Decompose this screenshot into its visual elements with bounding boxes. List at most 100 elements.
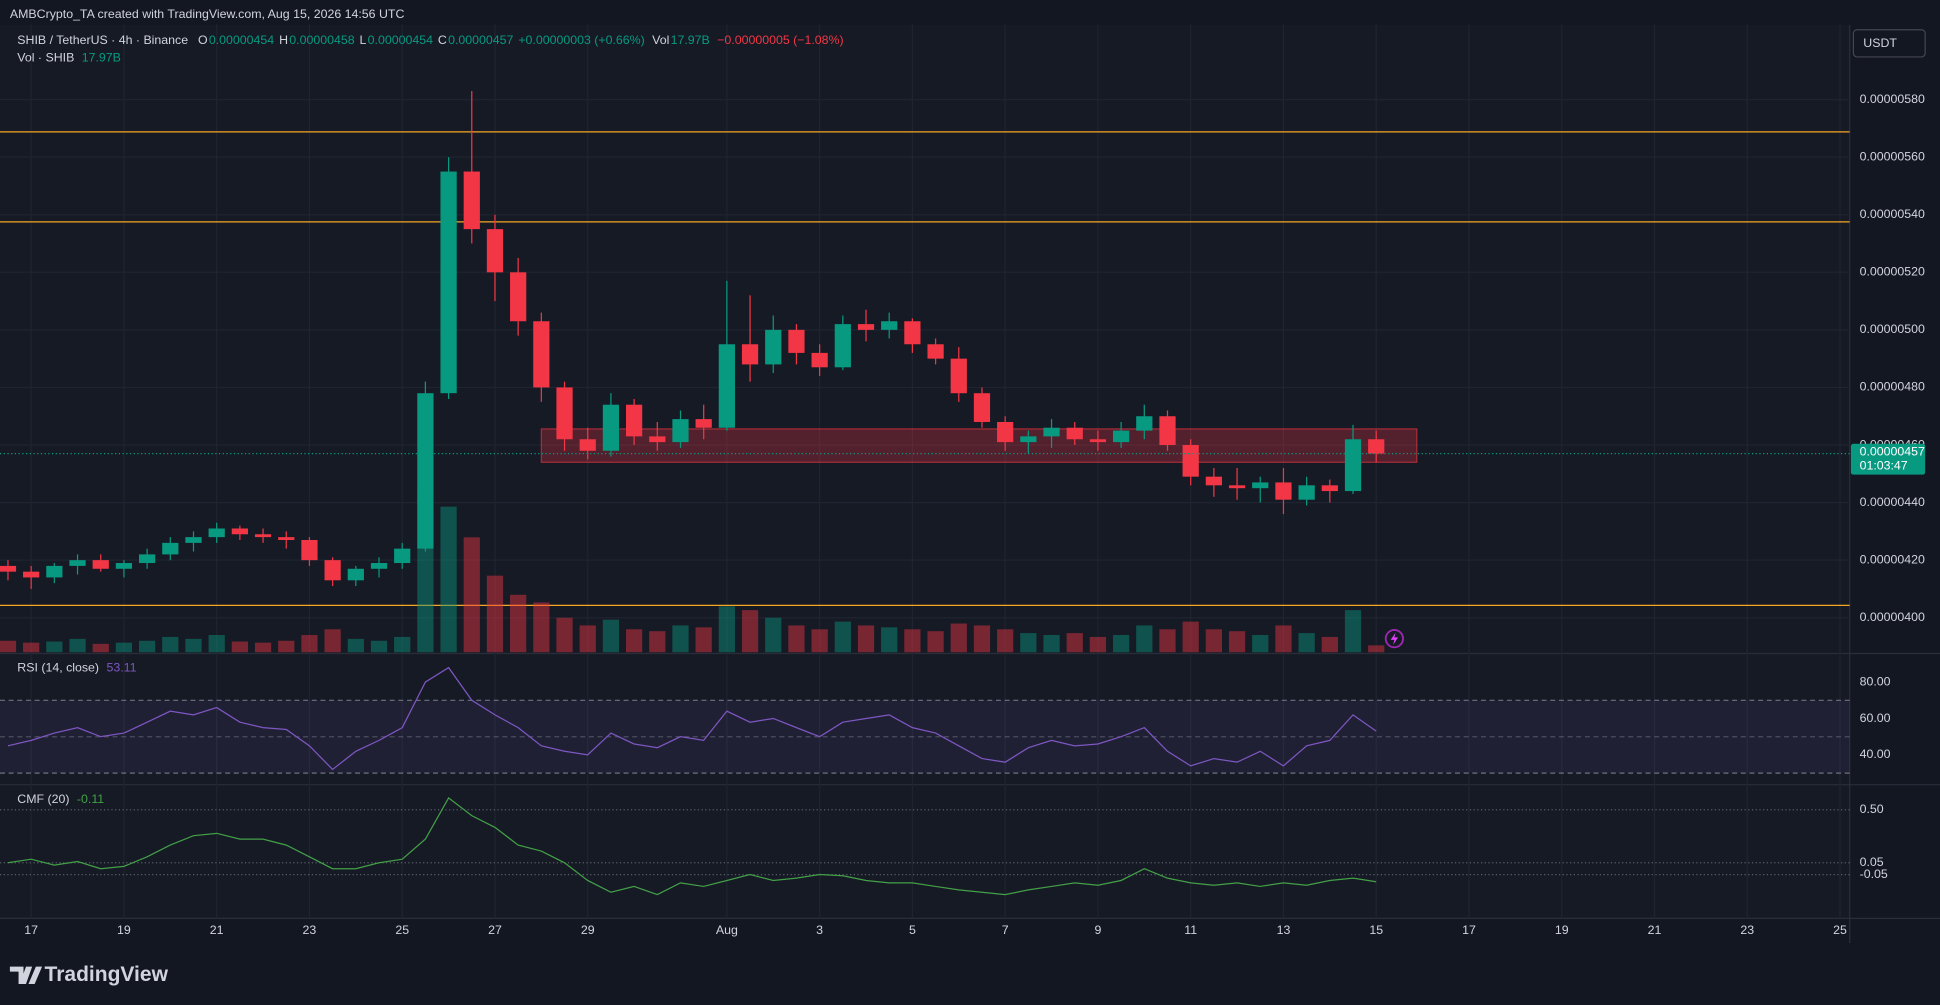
x-tick-label: 25 [395, 923, 409, 937]
candle-body [1228, 485, 1246, 489]
volume-bar [579, 625, 596, 653]
volume-bar [904, 629, 921, 653]
x-tick-label: 3 [816, 923, 823, 937]
volume-bar [741, 610, 759, 653]
brand-logo[interactable]: TradingView [9, 963, 169, 986]
candle-body [834, 324, 851, 368]
volume-bar [324, 629, 341, 653]
volume-bar [69, 638, 86, 653]
volume-bar [950, 623, 967, 653]
legend-text: Vol [652, 33, 669, 47]
candle-body [1205, 476, 1222, 486]
volume-bar [0, 640, 17, 653]
y-tick-label: 0.00000440 [1860, 495, 1925, 509]
candle-body [1112, 430, 1130, 443]
legend-text: SHIB / TetherUS · 4h · Binance [17, 33, 188, 47]
candle-body [486, 229, 504, 273]
candle-body [162, 542, 179, 555]
y-tick-label: 0.00000580 [1860, 92, 1925, 106]
volume-bar [1066, 633, 1083, 653]
current-price-box [1850, 443, 1926, 475]
volume-bar [115, 642, 133, 653]
x-tick-label: 13 [1277, 923, 1291, 937]
volume-bar [370, 640, 388, 653]
legend-text: L [360, 33, 367, 47]
candle-body [278, 537, 295, 540]
legend-text: 17.97B [671, 33, 710, 47]
candle-body [1066, 427, 1083, 440]
candle-body [881, 321, 898, 330]
candle-body [1182, 445, 1199, 477]
y-tick-label: 80.00 [1860, 674, 1891, 688]
legend-text: 17.97B [82, 50, 121, 64]
candle-body [997, 421, 1014, 443]
y-tick-label: 0.00000480 [1860, 380, 1925, 394]
x-tick-label: Aug [716, 923, 738, 937]
candle-body [185, 537, 202, 543]
candle-body [138, 554, 156, 564]
alert-icon[interactable] [1384, 629, 1404, 649]
volume-bar [1368, 645, 1385, 653]
candle-body [1321, 485, 1338, 492]
candle-body [788, 329, 805, 353]
legend-text: 0.00000454 [209, 33, 274, 47]
candle-body [301, 539, 318, 561]
y-tick-label: 0.50 [1860, 802, 1884, 816]
candle-body [904, 321, 921, 345]
volume-bar [1321, 636, 1338, 653]
indicator-line [7, 797, 1377, 896]
alert-circle[interactable] [1384, 629, 1404, 649]
x-tick-label: 19 [1555, 923, 1569, 937]
volume-bar [788, 625, 805, 653]
candle-body [370, 563, 388, 569]
candle-body [1368, 439, 1385, 454]
candle-body [463, 171, 480, 230]
candle-body [950, 358, 967, 394]
candle-body [231, 528, 248, 535]
volume-bar [278, 640, 295, 653]
legend-text: 0.00000458 [289, 33, 354, 47]
volume-bar [973, 625, 991, 653]
legend-text: Vol · SHIB [17, 50, 74, 64]
volume-bar [672, 625, 689, 653]
candle-body [394, 548, 411, 564]
legend-text: RSI (14, close) [17, 661, 99, 675]
legend-text: +0.00000003 (+0.66%) [518, 33, 644, 47]
alert-bolt[interactable] [1390, 632, 1399, 645]
volume-bar [23, 642, 40, 653]
y-tick-label: 60.00 [1860, 711, 1891, 725]
x-tick-label: 5 [909, 923, 916, 937]
volume-bar [997, 629, 1014, 653]
currency-button-frame[interactable] [1852, 29, 1926, 58]
candle-body [695, 419, 712, 428]
x-tick-label: 25 [1833, 923, 1847, 937]
candle-body [556, 387, 573, 440]
candle-body [927, 344, 944, 359]
y-tick-label: 0.00000420 [1860, 552, 1925, 566]
brand-icon[interactable] [9, 966, 43, 984]
countdown-label: 01:03:47 [1860, 458, 1908, 472]
x-tick-label: 21 [210, 923, 224, 937]
volume-bar [162, 636, 179, 653]
currency-label[interactable]: USDT [1863, 36, 1897, 50]
volume-bar [881, 627, 898, 653]
volume-bar [602, 619, 620, 653]
y-tick-label: -0.05 [1860, 867, 1888, 881]
volume-bar [254, 642, 272, 653]
volume-bar [92, 643, 109, 653]
candle-body [417, 393, 434, 549]
candle-body [69, 560, 86, 566]
legend-text: O [198, 33, 208, 47]
candle-body [46, 565, 63, 578]
candle-body [440, 171, 457, 394]
candle-body [1089, 439, 1107, 443]
candle-body [718, 344, 735, 428]
brand-name[interactable]: TradingView [45, 963, 169, 986]
volume-bar [301, 635, 318, 653]
candle-body [115, 563, 133, 569]
currency-button[interactable]: USDT [1852, 29, 1926, 58]
volume-bar [1089, 636, 1107, 653]
volume-bar [765, 617, 782, 653]
